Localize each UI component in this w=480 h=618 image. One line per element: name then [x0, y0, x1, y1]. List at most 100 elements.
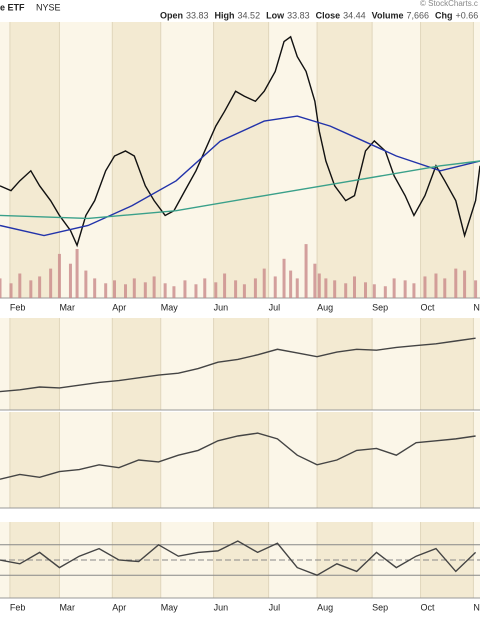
volume-bar	[443, 278, 447, 298]
quote-value: 34.44	[343, 10, 366, 20]
x-tick-label: Apr	[112, 302, 126, 312]
x-tick-label: Nov	[473, 602, 480, 612]
x-tick-label: Jul	[269, 602, 281, 612]
month-stripe	[317, 318, 373, 410]
quote-label: Volume	[372, 10, 404, 20]
volume-bar	[143, 282, 147, 298]
x-tick-label: Jun	[214, 602, 229, 612]
symbol: e ETF	[0, 2, 25, 12]
volume-bar	[124, 284, 128, 298]
series-line	[0, 35, 480, 248]
quote-label: Low	[266, 10, 285, 20]
series-line	[0, 540, 477, 576]
quote-label: Chg	[435, 10, 453, 20]
volume-bar	[203, 278, 207, 298]
x-tick-label: Jul	[269, 302, 281, 312]
x-tick-label: Sep	[372, 602, 388, 612]
quote-value: +0.66 (+1.96	[456, 10, 480, 20]
month-stripe	[9, 412, 60, 508]
volume-bar	[262, 268, 266, 298]
series-line	[0, 337, 476, 393]
volume-bar	[132, 278, 136, 298]
quote-value: 34.52	[238, 10, 261, 20]
month-stripe	[112, 412, 161, 508]
volume-bar	[383, 286, 387, 298]
volume-bar	[295, 278, 299, 298]
volume-bar	[214, 282, 218, 298]
volume-bar	[412, 283, 416, 298]
volume-bar	[313, 263, 317, 298]
volume-bar	[9, 283, 13, 298]
volume-bar	[75, 249, 79, 298]
x-tick-label: Sep	[372, 302, 388, 312]
month-stripe	[9, 22, 60, 298]
quote-label: Close	[316, 10, 341, 20]
month-stripe	[420, 412, 474, 508]
series-line	[0, 115, 480, 237]
volume-bar	[463, 270, 467, 298]
exchange: NYSE	[36, 2, 61, 12]
x-tick-label: Feb	[10, 302, 26, 312]
volume-bar	[474, 280, 478, 298]
volume-bar	[423, 276, 427, 298]
volume-bar	[163, 283, 167, 298]
volume-bar	[344, 283, 348, 298]
volume-bar	[364, 282, 368, 298]
x-tick-label: Apr	[112, 602, 126, 612]
volume-bar	[183, 280, 187, 298]
volume-bar	[392, 278, 396, 298]
quote-value: 7,666	[407, 10, 430, 20]
volume-bar	[253, 278, 257, 298]
volume-bar	[317, 273, 321, 298]
x-tick-label: Oct	[421, 302, 436, 312]
volume-bar	[372, 284, 376, 298]
quote-value: 33.83	[186, 10, 209, 20]
volume-bar	[57, 253, 61, 298]
volume-bar	[304, 244, 308, 298]
month-stripe	[213, 522, 269, 598]
series-line	[0, 160, 480, 220]
volume-bar	[454, 268, 458, 298]
volume-bar	[333, 280, 337, 298]
volume-bar	[223, 273, 227, 298]
volume-bar	[352, 276, 356, 298]
x-tick-label: Mar	[59, 302, 75, 312]
volume-bar	[273, 276, 277, 298]
x-tick-label: Jun	[214, 302, 229, 312]
volume-bar	[0, 278, 2, 298]
volume-bar	[403, 280, 407, 298]
copyright: © StockCharts.c	[420, 0, 478, 8]
volume-bar	[18, 273, 22, 298]
x-tick-label: Aug	[317, 302, 333, 312]
volume-bar	[289, 270, 293, 298]
volume-bar	[29, 280, 33, 298]
volume-bar	[104, 283, 108, 298]
month-stripe	[112, 318, 161, 410]
series-line	[0, 432, 476, 480]
month-stripe	[213, 22, 269, 298]
month-stripe	[317, 412, 373, 508]
volume-bar	[194, 284, 198, 298]
x-tick-label: Nov	[473, 302, 480, 312]
x-tick-label: Feb	[10, 602, 26, 612]
quote-label: High	[215, 10, 235, 20]
x-tick-label: Aug	[317, 602, 333, 612]
volume-bar	[93, 278, 97, 298]
month-stripe	[9, 522, 60, 598]
volume-bar	[324, 278, 328, 298]
month-stripe	[213, 412, 269, 508]
x-tick-label: May	[161, 302, 179, 312]
volume-bar	[282, 258, 286, 298]
month-stripe	[9, 318, 60, 410]
volume-bar	[68, 263, 72, 298]
volume-bar	[152, 276, 156, 298]
volume-bar	[49, 268, 53, 298]
month-stripe	[420, 22, 474, 298]
quote-value: 33.83	[287, 10, 310, 20]
volume-bar	[38, 276, 42, 298]
month-stripe	[420, 318, 474, 410]
volume-bar	[172, 286, 176, 298]
volume-bar	[112, 280, 116, 298]
volume-bar	[434, 273, 438, 298]
